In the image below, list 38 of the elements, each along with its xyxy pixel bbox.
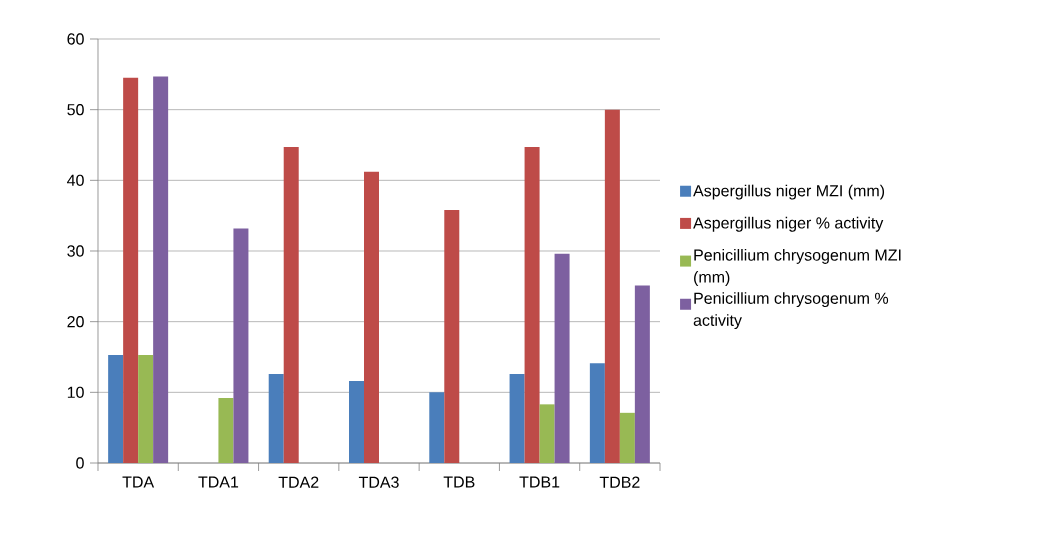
x-tick-label: TDA2	[278, 476, 319, 488]
legend-label: Penicillium chrysogenum MZI (mm)	[694, 249, 901, 286]
bar	[589, 363, 605, 463]
bar	[123, 77, 139, 463]
bar	[444, 210, 460, 463]
y-tick-label: 60	[67, 33, 84, 45]
y-tick-label: 20	[67, 316, 84, 328]
bar	[429, 392, 445, 463]
bar	[283, 147, 299, 463]
x-tick-label: TDB2	[599, 476, 640, 488]
bar	[364, 171, 379, 463]
bar	[619, 412, 635, 463]
y-tick-label: 30	[67, 245, 84, 257]
y-tick-label: 50	[67, 104, 84, 116]
y-tick-label: 40	[67, 174, 84, 186]
bar	[268, 373, 284, 463]
y-tick-label: 0	[76, 457, 84, 469]
bar	[539, 404, 555, 463]
bar	[349, 381, 364, 463]
bar	[233, 228, 249, 463]
legend-label: Aspergillus niger % activity	[693, 216, 884, 232]
bar	[138, 354, 154, 463]
bar	[604, 109, 620, 463]
bar	[634, 285, 650, 463]
bar	[153, 76, 169, 463]
bar	[218, 397, 234, 463]
bar	[509, 373, 525, 463]
bar	[554, 253, 570, 463]
bar	[108, 354, 124, 463]
bar	[524, 147, 540, 463]
x-tick-label: TDA	[122, 476, 155, 488]
x-tick-label: TDB1	[519, 476, 560, 488]
y-tick-label: 10	[67, 386, 84, 398]
legend-label: Aspergillus niger MZI (mm)	[693, 184, 885, 200]
x-tick-label: TDA3	[358, 476, 399, 488]
x-tick-label: TDA1	[198, 476, 239, 488]
legend-label: Penicillium chrysogenum % activity	[693, 292, 889, 330]
x-tick-label: TDB	[443, 476, 475, 488]
